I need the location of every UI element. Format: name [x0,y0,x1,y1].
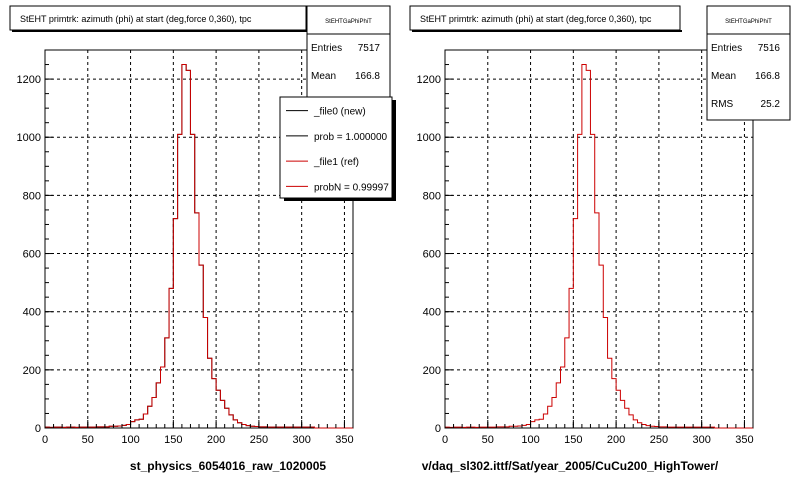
right-x-tick-label: 300 [692,434,710,446]
right-stats-entries-value: 7516 [758,43,781,54]
right-y-tick-label: 0 [435,423,441,435]
right-x-tick-label: 150 [564,434,582,446]
left-x-tick-label: 350 [335,434,353,446]
legend-shadow-bottom [284,198,396,201]
left-y-axis: 0 200 400 600 800 1000 1200 [17,49,53,435]
right-stats-rms-label: RMS [711,99,734,110]
left-x-tick-label: 100 [121,434,139,446]
left-y-tick-label: 1200 [17,74,41,86]
right-y-tick-label: 400 [423,307,441,319]
right-stats-entries-label: Entries [711,43,742,54]
left-y-tick-label: 600 [23,249,41,261]
right-x-tick-label: 100 [521,434,539,446]
right-y-tick-label: 800 [423,190,441,202]
left-x-axis-label: st_physics_6054016_raw_1020005 [130,459,326,473]
left-stats-mean-label: Mean [311,71,336,82]
left-histogram-panel: StEHT primtrk: azimuth (phi) at start (d… [9,5,396,473]
left-stats-mean-value: 166.8 [355,71,380,82]
right-x-axis-label: v/daq_sl302.ittf/Sat/year_2005/CuCu200_H… [422,459,719,473]
legend-shadow-right [392,100,396,201]
right-stats-rms-value: 25.2 [761,99,781,110]
right-x-tick-label: 50 [482,434,494,446]
right-stats-mean-value: 166.8 [755,71,780,82]
right-y-tick-label: 600 [423,249,441,261]
left-x-tick-label: 50 [82,434,94,446]
left-x-tick-label: 300 [292,434,310,446]
left-y-tick-label: 400 [23,307,41,319]
left-y-tick-label: 200 [23,365,41,377]
left-stats-entries-label: Entries [311,43,342,54]
right-x-tick-label: 200 [607,434,625,446]
left-title-box [9,5,307,31]
left-stats-title: StEHTGaPhiPhiT [325,19,372,25]
right-x-tick-label: 0 [442,434,448,446]
right-y-tick-label: 200 [423,365,441,377]
right-title-box [409,5,681,31]
right-x-tick-label: 250 [650,434,668,446]
legend-entry-label: probN = 0.99997 [314,182,389,193]
right-x-axis: 0 50 100 150 200 250 300 350 [442,420,754,446]
left-x-tick-label: 150 [164,434,182,446]
right-y-tick-label: 1200 [417,74,441,86]
left-y-tick-label: 1000 [17,132,41,144]
right-y-tick-label: 1000 [417,132,441,144]
right-x-tick-label: 350 [735,434,753,446]
left-x-tick-label: 0 [42,434,48,446]
right-stats-box [706,5,791,121]
left-y-tick-label: 800 [23,190,41,202]
right-histogram-panel: StEHT primtrk: azimuth (phi) at start (d… [409,5,791,473]
right-title-shadow [412,30,682,32]
legend-box [279,96,393,199]
right-stats-title: StEHTGaPhiPhiT [725,19,772,25]
right-y-axis: 0 200 400 600 800 1000 1200 [417,49,453,435]
legend-entry-label: _file0 (new) [313,107,366,118]
legend-entry-label: _file1 (ref) [313,157,359,168]
left-chart-title: StEHT primtrk: azimuth (phi) at start (d… [20,14,252,24]
left-x-axis: 0 50 100 150 200 250 300 350 [42,420,354,446]
right-stats-mean-label: Mean [711,71,736,82]
right-chart-title: StEHT primtrk: azimuth (phi) at start (d… [420,14,652,24]
left-title-shadow [12,30,308,32]
left-y-tick-label: 0 [35,423,41,435]
left-stats-entries-value: 7517 [358,43,381,54]
left-x-tick-label: 200 [207,434,225,446]
left-x-tick-label: 250 [250,434,268,446]
legend-entry-label: prob = 1.000000 [314,132,388,143]
legend-entries: _file0 (new) prob = 1.000000 _file1 (ref) p… [286,107,389,193]
